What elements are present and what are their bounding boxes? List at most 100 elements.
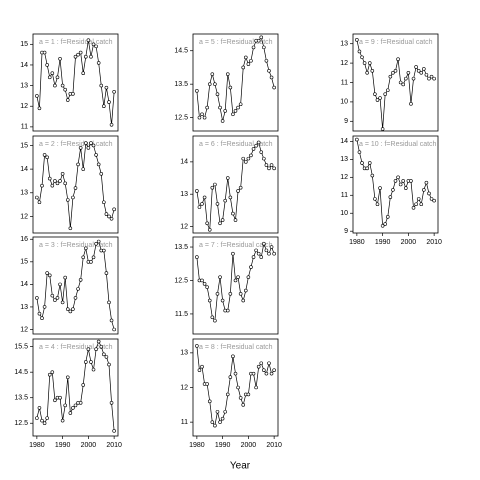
plot-frame xyxy=(192,236,279,335)
data-point xyxy=(398,80,403,85)
data-point xyxy=(200,278,204,283)
data-point xyxy=(94,44,98,49)
data-point xyxy=(427,76,431,81)
plot-frame xyxy=(32,338,119,437)
data-point xyxy=(202,195,207,200)
data-point xyxy=(256,38,261,43)
y-tick-label: 14 xyxy=(20,166,28,173)
data-point xyxy=(81,167,86,171)
data-point xyxy=(102,200,106,205)
data-point xyxy=(55,296,60,300)
data-point xyxy=(58,56,62,61)
data-point xyxy=(365,71,369,75)
data-point xyxy=(414,202,418,207)
data-point xyxy=(396,57,400,62)
data-point xyxy=(370,173,375,178)
data-point xyxy=(109,217,114,221)
data-point xyxy=(63,87,67,92)
plot-frame xyxy=(192,135,279,234)
data-point xyxy=(251,147,256,151)
y-tick-label: 11 xyxy=(341,79,348,86)
data-point xyxy=(47,273,52,278)
y-tick-label: 12.5 xyxy=(174,277,188,284)
data-point xyxy=(231,354,235,359)
data-point xyxy=(259,150,264,154)
data-point xyxy=(370,69,375,73)
data-point xyxy=(213,182,217,187)
data-point xyxy=(107,300,111,305)
data-point xyxy=(207,399,212,404)
data-point xyxy=(63,181,67,186)
x-tick-label: 2000 xyxy=(241,442,257,449)
y-tick-label: 16 xyxy=(20,236,28,243)
data-point xyxy=(89,141,93,145)
data-point xyxy=(272,368,276,372)
data-point xyxy=(228,292,233,296)
data-point xyxy=(215,202,220,206)
data-point xyxy=(45,155,49,160)
y-tick-label: 14 xyxy=(20,281,28,288)
data-point xyxy=(236,275,240,279)
data-point xyxy=(259,255,264,259)
data-point xyxy=(104,212,109,216)
data-point xyxy=(383,222,387,226)
data-point xyxy=(373,92,377,96)
y-tick-label: 11.5 xyxy=(175,311,188,318)
data-point xyxy=(380,224,385,228)
data-point xyxy=(380,127,385,131)
data-point xyxy=(89,260,93,264)
data-point xyxy=(375,202,380,207)
data-point xyxy=(411,206,416,210)
series-line xyxy=(36,240,115,330)
data-point xyxy=(195,344,199,348)
panel-title: a = 2 : f=Residual catch xyxy=(39,141,113,148)
data-point xyxy=(112,207,116,212)
panel-title: a = 9 : f=Residual catch xyxy=(359,39,433,46)
data-point xyxy=(262,241,266,246)
data-point xyxy=(416,197,421,201)
data-point xyxy=(414,65,418,69)
data-point xyxy=(362,61,367,65)
data-point xyxy=(432,198,436,203)
data-point xyxy=(419,71,424,75)
data-point xyxy=(355,38,359,42)
data-point xyxy=(81,71,86,76)
data-point xyxy=(223,109,227,113)
data-point xyxy=(94,241,98,246)
data-point xyxy=(267,251,271,256)
data-point xyxy=(205,382,209,386)
data-point xyxy=(233,278,238,283)
panel: a = 8 : f=Residual catch 11 12 13 1980 1990 20… xyxy=(180,338,282,449)
x-tick-label: 2010 xyxy=(266,442,282,449)
data-point xyxy=(262,45,266,50)
data-point xyxy=(50,71,55,76)
data-point xyxy=(200,202,204,206)
data-point xyxy=(35,416,39,420)
data-point xyxy=(40,418,44,423)
data-point xyxy=(35,195,39,200)
data-point xyxy=(218,275,222,279)
data-point xyxy=(223,198,227,203)
data-point xyxy=(89,360,93,364)
data-point xyxy=(60,300,65,305)
data-point xyxy=(264,163,269,167)
data-point xyxy=(76,52,80,57)
panel-title: a = 10 : f=Residual catch xyxy=(359,141,437,148)
y-tick-label: 11 xyxy=(181,419,188,426)
y-tick-label: 12 xyxy=(20,326,28,333)
data-point xyxy=(104,355,109,359)
plot-frame xyxy=(192,338,279,437)
data-point xyxy=(58,395,62,400)
data-point xyxy=(419,202,424,207)
data-point xyxy=(207,298,212,303)
data-point xyxy=(357,49,362,54)
x-tick-label: 2000 xyxy=(401,239,417,246)
data-point xyxy=(76,162,80,167)
data-point xyxy=(73,54,78,59)
panel-title: a = 6 : f=Residual catch xyxy=(199,141,273,148)
data-point xyxy=(47,75,52,80)
y-tick-label: 12 xyxy=(20,213,28,220)
data-point xyxy=(367,61,372,65)
data-point xyxy=(99,172,104,176)
data-point xyxy=(84,141,88,145)
